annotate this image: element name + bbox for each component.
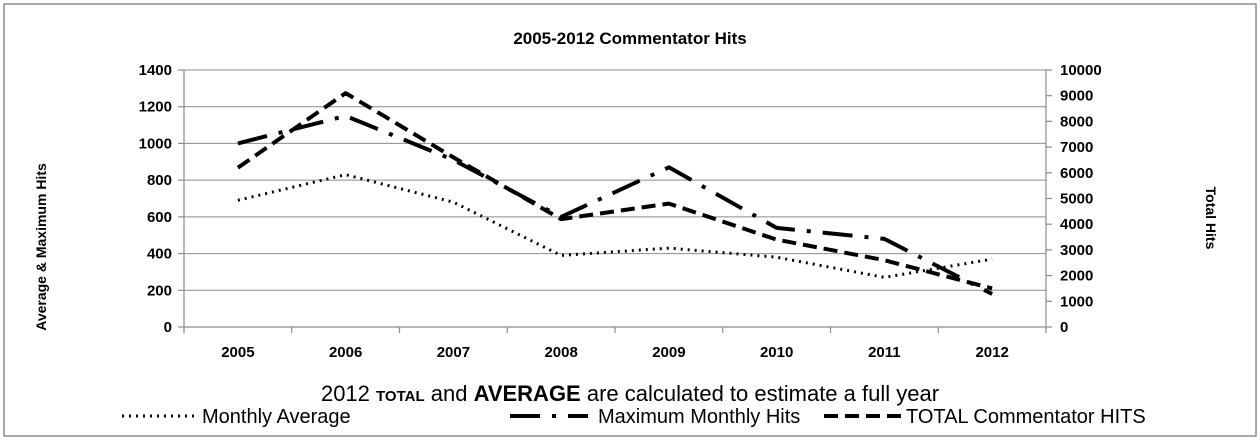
tick-labels: 0 200 400 800 600 1000 1200 1400 0 1000 2000 3000 40… bbox=[139, 62, 1102, 361]
chart-border bbox=[3, 3, 1257, 437]
x-tick-label: 2007 bbox=[437, 344, 470, 361]
left-tick-label: 800 bbox=[147, 172, 172, 189]
left-tick-label: 1000 bbox=[139, 135, 172, 152]
right-tick-label: 1000 bbox=[1060, 293, 1093, 310]
left-tick-label: 1200 bbox=[139, 99, 172, 116]
left-axis-label: Average & Maximum Hits bbox=[33, 163, 49, 331]
right-tick-label: 6000 bbox=[1060, 165, 1093, 182]
footnote: 2012 TOTAL and AVERAGE are calculated to… bbox=[321, 381, 939, 406]
left-tick-label: 200 bbox=[147, 282, 172, 299]
right-tick-label: 2000 bbox=[1060, 268, 1093, 285]
x-tick-label: 2005 bbox=[221, 344, 254, 361]
left-tick-label: 400 bbox=[147, 246, 172, 263]
left-tick-label: 0 bbox=[164, 319, 172, 336]
right-axis-label: Total Hits bbox=[1203, 187, 1219, 250]
x-tick-label: 2006 bbox=[329, 344, 362, 361]
footnote-part1: 2012 bbox=[321, 381, 376, 406]
legend-label-total-commentator-hits: TOTAL Commentator HITS bbox=[906, 406, 1146, 428]
right-tick-label: 3000 bbox=[1060, 242, 1093, 259]
footnote-part3: and bbox=[425, 381, 474, 406]
right-tick-label: 4000 bbox=[1060, 216, 1093, 233]
axes bbox=[178, 69, 1052, 333]
x-tick-label: 2008 bbox=[544, 344, 577, 361]
x-tick-label: 2010 bbox=[760, 344, 793, 361]
series-line-maximum-monthly-hits bbox=[237, 113, 994, 296]
chart-title: 2005-2012 Commentator Hits bbox=[513, 29, 746, 48]
legend: Monthly Average Maximum Monthly Hits TOT… bbox=[122, 406, 1146, 428]
right-tick-label: 10000 bbox=[1060, 62, 1102, 79]
footnote-average: AVERAGE bbox=[474, 381, 581, 406]
series-line-total-commentator-hits bbox=[236, 91, 993, 291]
right-tick-label: 7000 bbox=[1060, 139, 1093, 156]
right-tick-label: 0 bbox=[1060, 319, 1068, 336]
right-tick-label: 9000 bbox=[1060, 88, 1093, 105]
left-tick-label: 1400 bbox=[139, 62, 172, 79]
footnote-total: TOTAL bbox=[376, 388, 425, 405]
series-lines bbox=[236, 91, 994, 296]
left-tick-label: 600 bbox=[147, 209, 172, 226]
footnote-part5: are calculated to estimate a full year bbox=[581, 381, 939, 406]
right-tick-label: 8000 bbox=[1060, 113, 1093, 130]
x-tick-label: 2009 bbox=[652, 344, 685, 361]
x-tick-label: 2012 bbox=[975, 344, 1008, 361]
legend-label-maximum-monthly-hits: Maximum Monthly Hits bbox=[598, 406, 800, 428]
legend-label-monthly-average: Monthly Average bbox=[202, 406, 351, 428]
gridlines bbox=[184, 69, 1046, 291]
right-tick-label: 5000 bbox=[1060, 191, 1093, 208]
x-tick-label: 2011 bbox=[868, 344, 901, 361]
